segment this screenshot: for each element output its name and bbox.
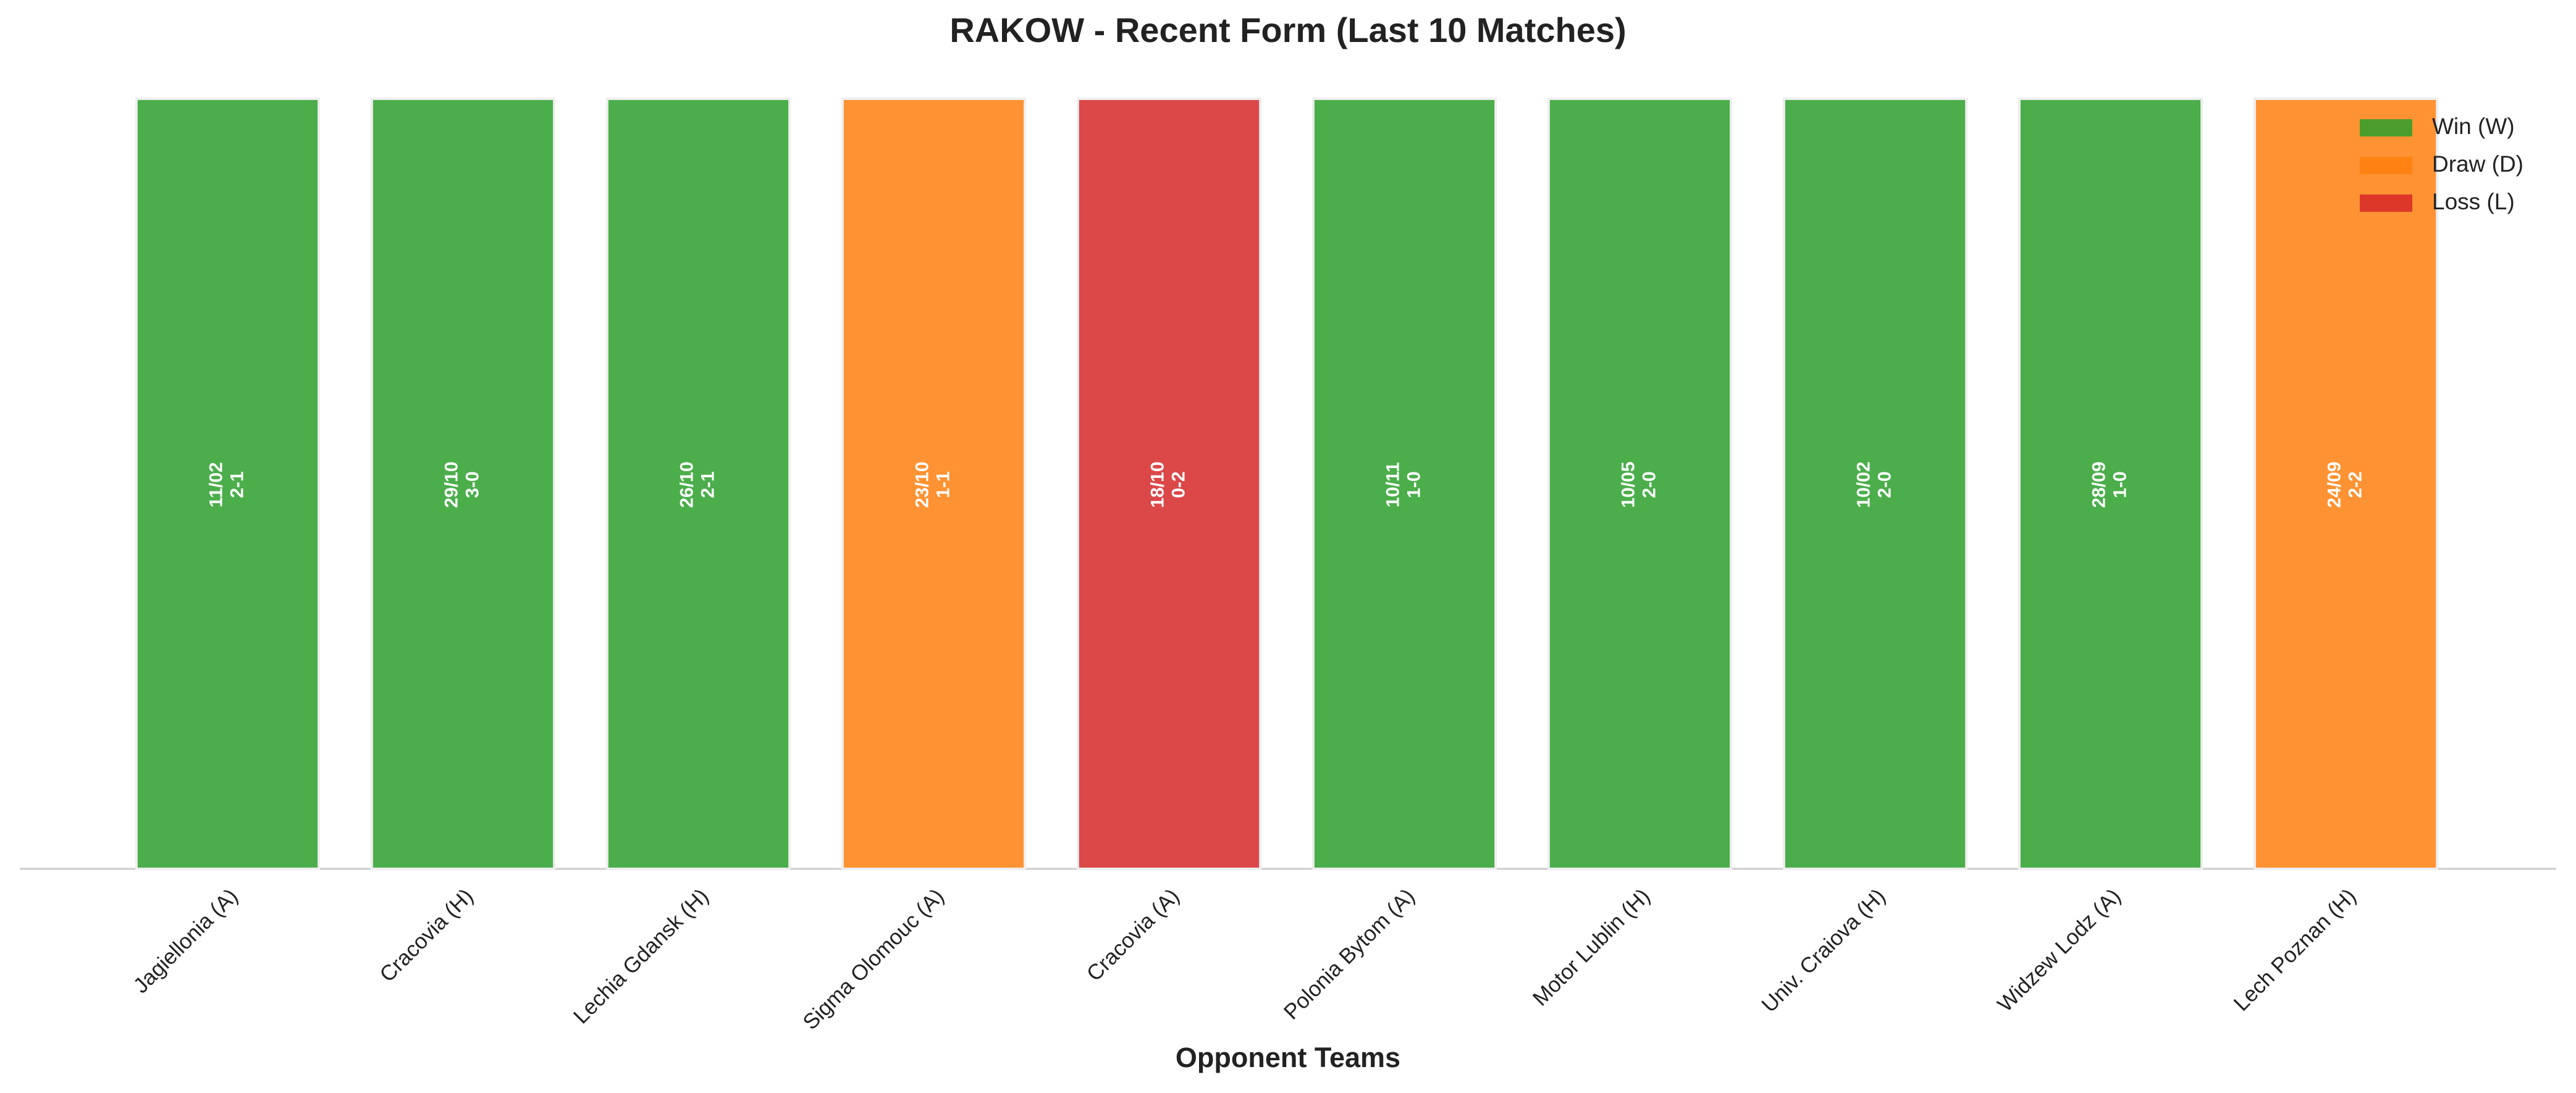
bar — [605, 98, 791, 870]
bar — [2018, 98, 2203, 870]
match-score: 2-1 — [697, 471, 718, 498]
x-tick-label: Cracovia (A) — [1082, 884, 1184, 986]
match-score: 1-0 — [1404, 471, 1424, 498]
data-label: 29/10 3-0 — [441, 461, 482, 508]
match-date: 23/10 — [912, 461, 932, 508]
x-tick-label: Lech Poznan (H) — [2229, 884, 2360, 1016]
match-date: 11/02 — [206, 462, 226, 507]
bar — [1076, 98, 1262, 870]
bar — [841, 98, 1027, 870]
data-label: 18/10 0-2 — [1147, 461, 1189, 508]
bar — [1782, 98, 1968, 870]
data-label: 11/02 2-1 — [206, 462, 247, 507]
x-tick-label: Motor Lublin (H) — [1528, 884, 1655, 1011]
match-date: 29/10 — [441, 461, 461, 508]
x-tick-label: Lechia Gdansk (H) — [569, 884, 713, 1029]
match-date: 24/09 — [2324, 461, 2344, 508]
match-score: 2-0 — [1639, 471, 1659, 498]
x-axis-label: Opponent Teams — [1176, 1042, 1400, 1073]
legend-label: Draw (D) — [2432, 151, 2523, 177]
data-label: 23/10 1-1 — [912, 461, 953, 508]
bar — [135, 98, 321, 870]
match-score: 2-2 — [2345, 471, 2365, 498]
bar — [2253, 98, 2439, 870]
data-label: 10/02 2-0 — [1853, 461, 1895, 508]
match-score: 3-0 — [462, 471, 482, 498]
match-date: 28/09 — [2089, 461, 2109, 508]
legend-swatch — [2360, 195, 2412, 212]
legend-swatch — [2360, 157, 2412, 174]
bar — [1547, 98, 1733, 870]
x-tick-label: Sigma Olomouc (A) — [798, 884, 949, 1035]
match-score: 2-0 — [1874, 471, 1895, 498]
data-label: 10/11 1-0 — [1383, 462, 1424, 507]
match-score: 1-0 — [2110, 471, 2130, 498]
x-tick-label: Polonia Bytom (A) — [1279, 884, 1420, 1024]
match-score: 1-1 — [933, 471, 953, 498]
chart-title: RAKOW - Recent Form (Last 10 Matches) — [949, 10, 1626, 49]
bar — [1311, 98, 1497, 870]
legend-swatch — [2360, 119, 2412, 136]
match-score: 2-1 — [227, 471, 247, 498]
match-date: 10/02 — [1853, 461, 1874, 508]
match-score: 0-2 — [1168, 471, 1189, 498]
match-date: 10/11 — [1383, 462, 1403, 507]
data-label: 28/09 1-0 — [2089, 461, 2130, 508]
x-tick-label: Cracovia (H) — [375, 884, 478, 987]
legend-label: Win (W) — [2432, 114, 2515, 139]
data-label: 24/09 2-2 — [2324, 461, 2365, 508]
data-label: 26/10 2-1 — [676, 461, 718, 508]
x-tick-label: Univ. Craiova (H) — [1757, 884, 1890, 1018]
x-tick-label: Widzew Lodz (A) — [1993, 884, 2126, 1017]
x-tick-label: Jagiellonia (A) — [128, 884, 242, 998]
match-date: 18/10 — [1147, 461, 1168, 508]
match-date: 26/10 — [676, 461, 697, 508]
data-label: 10/05 2-0 — [1618, 461, 1659, 508]
bar — [370, 98, 556, 870]
legend-label: Loss (L) — [2432, 189, 2515, 214]
match-date: 10/05 — [1618, 461, 1638, 508]
